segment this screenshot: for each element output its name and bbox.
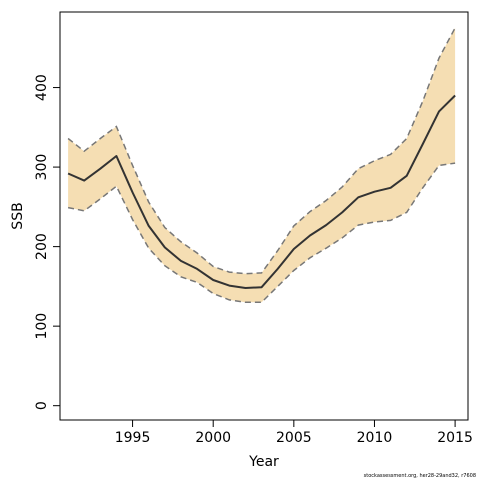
ssb-estimate-line [67, 94, 456, 289]
x-tick-label: 2005 [276, 430, 312, 446]
plot-frame [59, 11, 469, 421]
y-tick-label: 300 [34, 154, 50, 181]
y-tick-label: 0 [34, 401, 50, 410]
x-tick-label: 2000 [195, 430, 231, 446]
confidence-band-area [68, 27, 456, 303]
y-tick-label: 400 [34, 74, 50, 101]
x-axis-title: Year [248, 454, 279, 470]
confidence-band-layer [67, 27, 456, 304]
y-tick-label: 100 [34, 313, 50, 340]
ssb-line-layer [67, 94, 456, 289]
lower-bound-line [67, 162, 456, 304]
x-axis: 1995 2000 2005 2010 2015 [115, 420, 473, 446]
x-tick-label: 2010 [357, 430, 393, 446]
upper-bound-line [67, 27, 456, 275]
y-axis-title: SSB [10, 202, 26, 229]
x-tick-label: 1995 [115, 430, 151, 446]
footnote: stockassessment.org, her28-29and32, r760… [364, 473, 476, 479]
x-tick-label: 2015 [437, 430, 473, 446]
y-axis: 0 100 200 300 400 [34, 74, 60, 410]
y-tick-label: 200 [34, 233, 50, 260]
